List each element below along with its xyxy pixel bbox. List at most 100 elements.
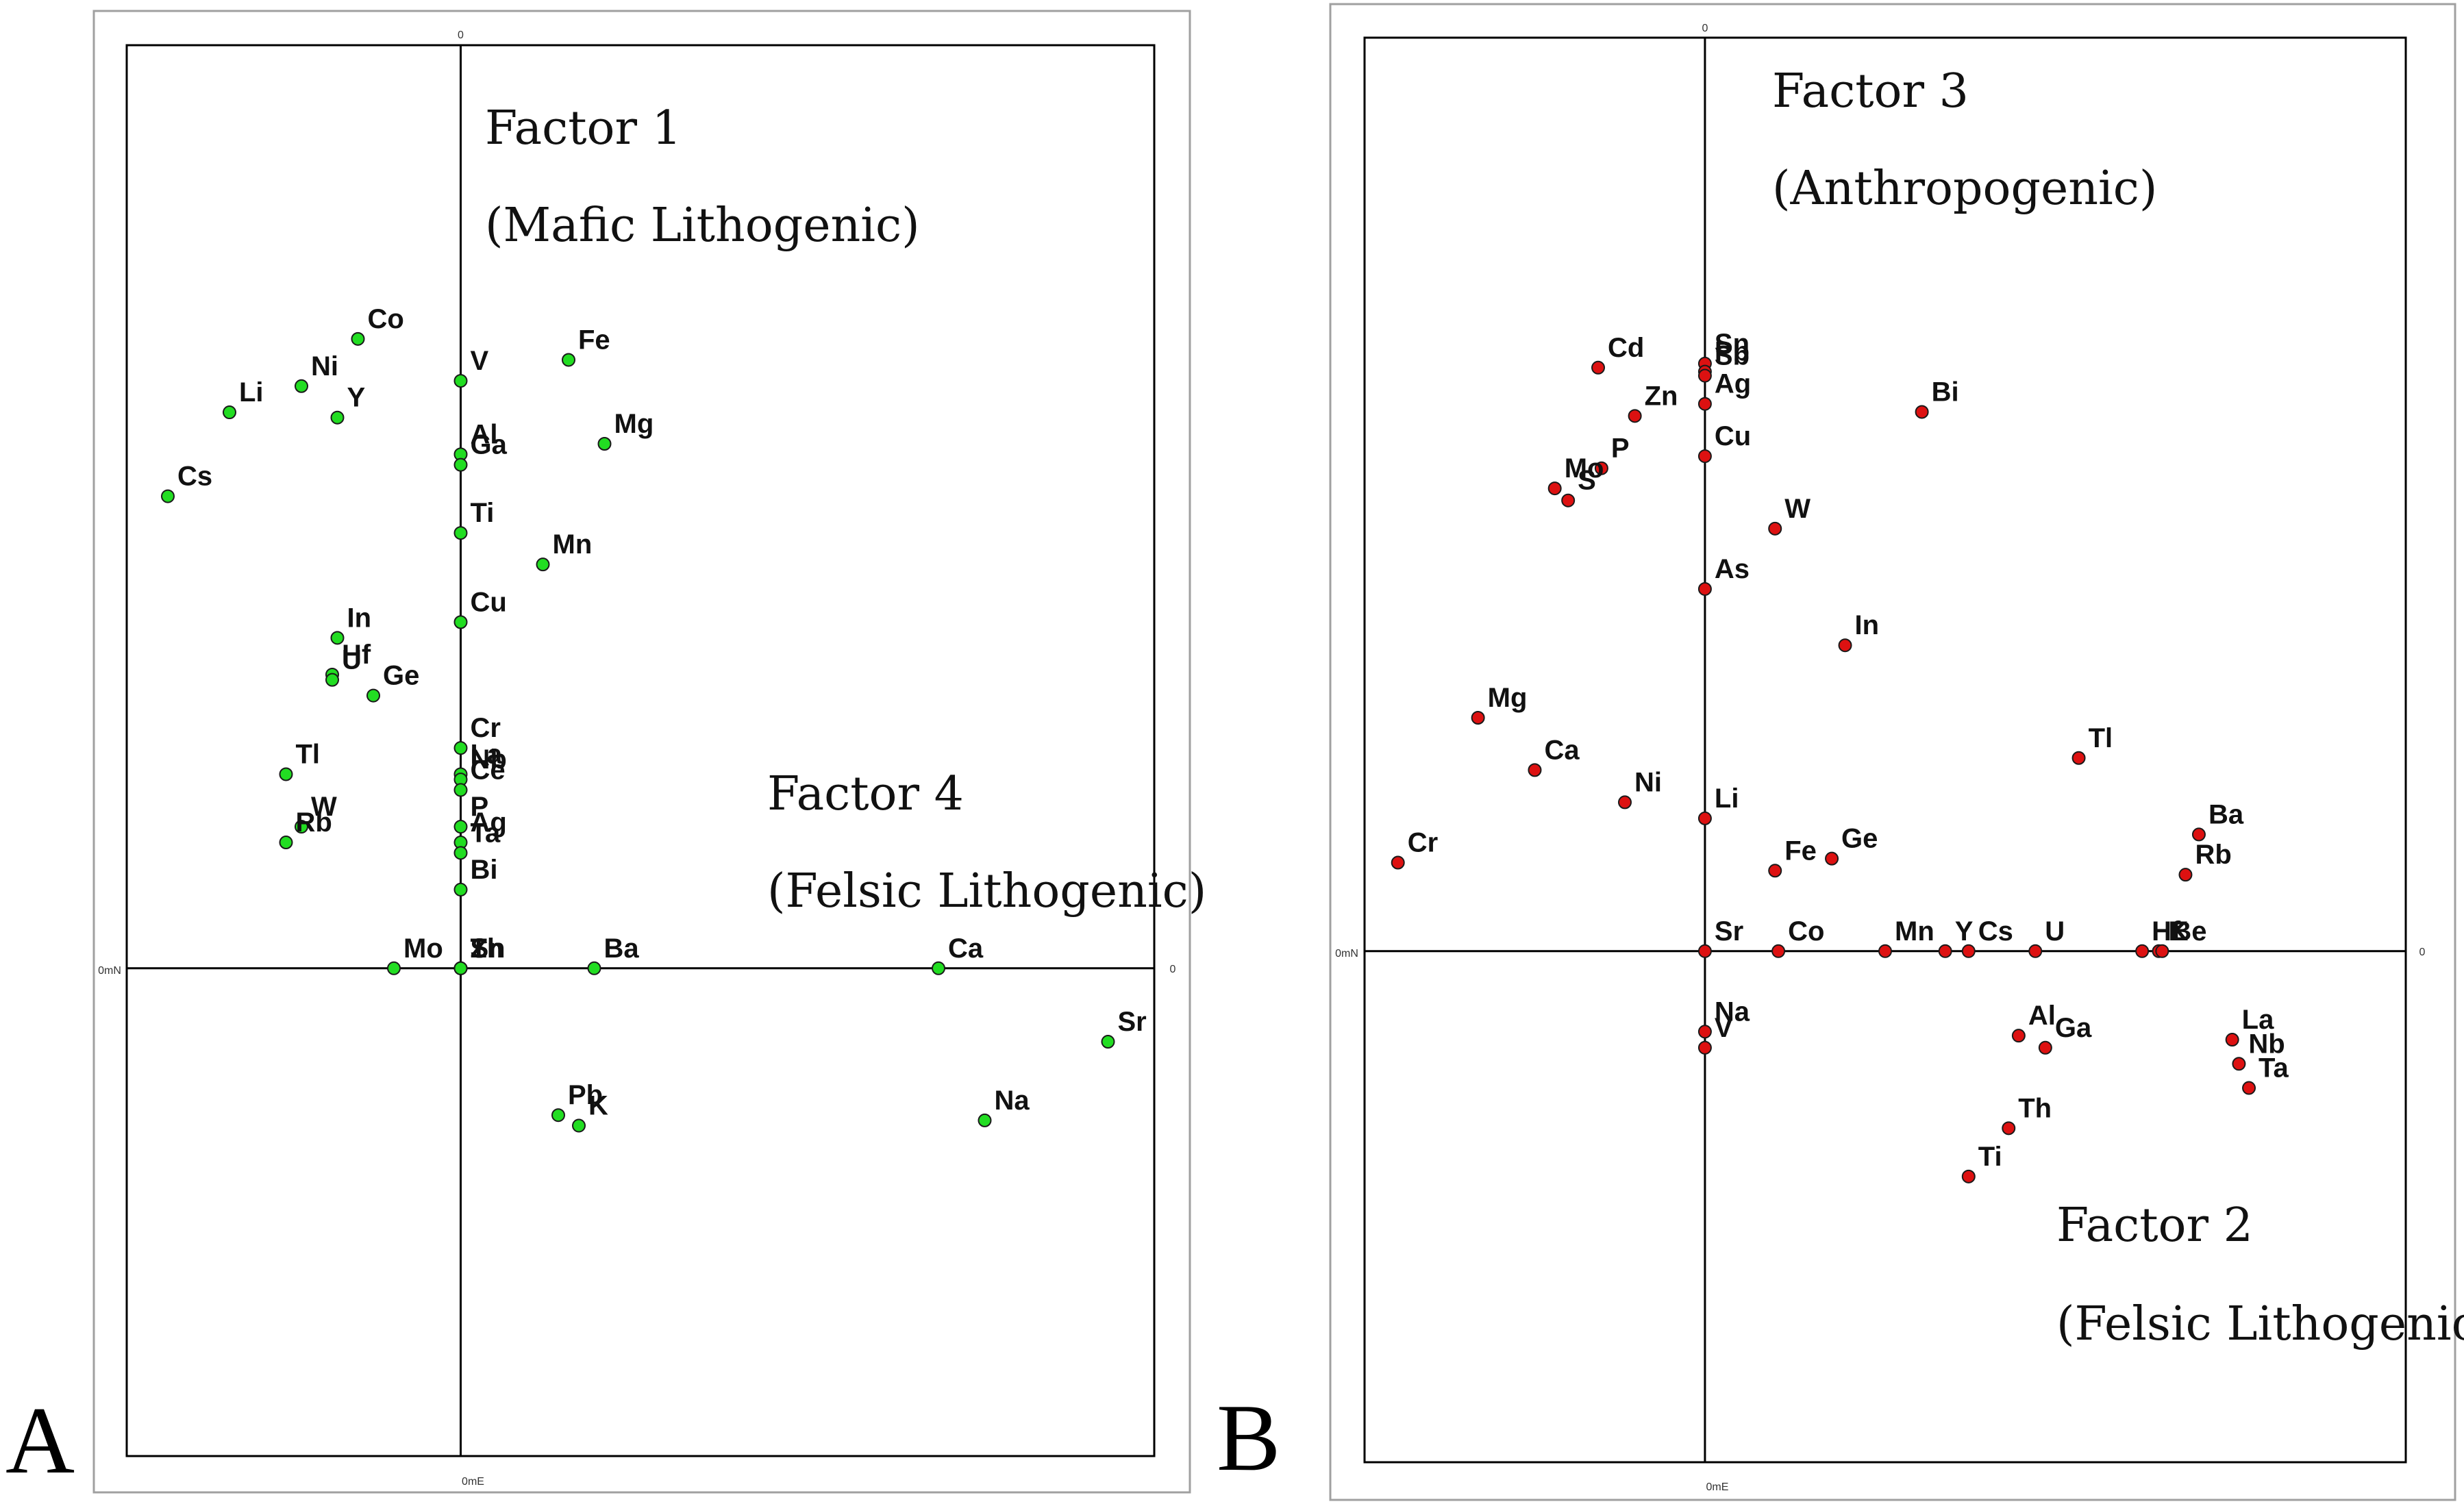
panel-a-letter: A bbox=[5, 1388, 75, 1494]
data-label-rb: Rb bbox=[2195, 840, 2231, 870]
data-point-na bbox=[978, 1113, 992, 1127]
data-label-co: Co bbox=[1788, 916, 1824, 947]
panel-a-plot-area bbox=[125, 44, 1156, 1457]
data-point-y bbox=[330, 410, 345, 425]
data-point-in bbox=[330, 631, 345, 645]
data-label-sb: Sb bbox=[1715, 341, 1750, 371]
data-point-rb bbox=[2178, 868, 2193, 882]
data-point-ni bbox=[295, 379, 308, 393]
data-point-ga bbox=[2038, 1040, 2052, 1055]
data-label-ta: Ta bbox=[471, 818, 501, 848]
data-point-co bbox=[1771, 944, 1786, 958]
data-label-li: Li bbox=[1715, 784, 1739, 814]
panel-b-factor-3-subtitle: (Anthropogenic) bbox=[1772, 162, 2157, 216]
panel-b: 0 0 0mE 0mN Factor 3 (Anthropogenic) Fac… bbox=[1217, 3, 2464, 1501]
data-point-cs bbox=[161, 489, 175, 503]
data-label-ni: Ni bbox=[1634, 767, 1662, 797]
data-point-th bbox=[2002, 1121, 2016, 1136]
data-point-tl bbox=[2071, 751, 2086, 765]
data-label-ta: Ta bbox=[2258, 1053, 2289, 1083]
data-label-th: Th bbox=[2018, 1093, 2052, 1123]
data-label-ca: Ca bbox=[948, 933, 984, 964]
data-label-y: Y bbox=[347, 383, 366, 413]
data-point-sr bbox=[1101, 1035, 1115, 1049]
data-label-mg: Mg bbox=[614, 409, 654, 439]
data-label-ba: Ba bbox=[2208, 799, 2244, 829]
data-point-co bbox=[351, 331, 365, 346]
panel-b-outer-frame bbox=[1329, 3, 2456, 1501]
data-point-mn bbox=[536, 557, 550, 572]
data-label-zn: Zn bbox=[471, 933, 504, 964]
data-label-be: Be bbox=[2171, 916, 2206, 947]
panel-b-bottom-axis-label: 0mE bbox=[1706, 1481, 1728, 1493]
data-label-mn: Mn bbox=[553, 529, 593, 560]
data-label-la: La bbox=[2242, 1005, 2274, 1035]
data-point-ga bbox=[453, 458, 468, 472]
data-point-mg bbox=[597, 437, 612, 451]
data-point-ge bbox=[1825, 851, 1839, 866]
data-point-ti bbox=[1961, 1169, 1976, 1183]
data-point-ta bbox=[2242, 1081, 2256, 1095]
data-point-v bbox=[453, 374, 468, 388]
data-point-fe bbox=[562, 353, 575, 367]
data-label-w: W bbox=[311, 792, 337, 822]
data-point-ag bbox=[1697, 397, 1712, 411]
data-label-in: In bbox=[347, 603, 372, 633]
data-label-tl: Tl bbox=[2089, 723, 2113, 753]
data-label-pb: Pb bbox=[568, 1080, 603, 1110]
panel-a-left-axis-label: 0mN bbox=[98, 965, 121, 977]
data-point-fe bbox=[1768, 864, 1782, 878]
data-point-sr bbox=[1697, 944, 1712, 958]
data-point-al bbox=[2011, 1029, 2026, 1043]
data-label-sn: Sn bbox=[471, 933, 506, 964]
panel-a-bottom-axis-label: 0mE bbox=[462, 1476, 484, 1488]
panel-b-letter: B bbox=[1217, 1385, 1280, 1491]
data-label-k: K bbox=[588, 1091, 608, 1121]
panel-b-factor-2-title: Factor 2 bbox=[2056, 1199, 2253, 1253]
panel-b-factor-3-title: Factor 3 bbox=[1772, 64, 1969, 118]
panel-b-plot-area bbox=[1363, 36, 2407, 1464]
data-label-hf: Hf bbox=[342, 640, 371, 670]
data-label-mg: Mg bbox=[1488, 683, 1528, 713]
data-point-cs bbox=[1961, 944, 1976, 958]
data-label-co: Co bbox=[368, 304, 404, 334]
data-label-sr: Sr bbox=[1715, 916, 1743, 947]
data-point-la bbox=[2225, 1033, 2239, 1047]
data-label-as: As bbox=[1715, 554, 1750, 584]
panel-a-factor-1-title: Factor 1 bbox=[485, 101, 682, 155]
data-label-ce: Ce bbox=[471, 755, 506, 785]
data-label-mn: Mn bbox=[1895, 916, 1934, 947]
data-label-mo: Mo bbox=[1565, 453, 1604, 484]
data-point-pb bbox=[551, 1108, 565, 1123]
data-point-th bbox=[453, 961, 468, 975]
data-point-s bbox=[1561, 493, 1576, 507]
data-label-in: In bbox=[1855, 610, 1880, 640]
data-point-w bbox=[295, 820, 308, 834]
data-label-th: Th bbox=[471, 933, 504, 964]
data-label-p: P bbox=[1611, 434, 1630, 464]
data-label-sr: Sr bbox=[1118, 1007, 1147, 1037]
data-label-zn: Zn bbox=[1645, 381, 1678, 411]
data-label-la: La bbox=[471, 739, 503, 769]
data-label-cd: Cd bbox=[1608, 333, 1644, 363]
data-label-mo: Mo bbox=[403, 933, 443, 964]
data-point-y bbox=[1938, 944, 1952, 958]
data-label-ge: Ge bbox=[383, 661, 419, 691]
data-point-be bbox=[2155, 944, 2169, 958]
data-label-sn: Sn bbox=[1715, 329, 1750, 359]
data-point-ni bbox=[1618, 795, 1632, 810]
data-label-li: Li bbox=[239, 377, 264, 408]
data-label-al: Al bbox=[471, 419, 498, 449]
data-label-s: S bbox=[1578, 466, 1596, 496]
data-label-ti: Ti bbox=[471, 498, 495, 528]
data-point-mo bbox=[387, 961, 401, 975]
data-point-bi bbox=[453, 882, 468, 897]
data-label-nb: Nb bbox=[471, 744, 507, 775]
data-label-na: Na bbox=[1715, 997, 1750, 1027]
data-label-cu: Cu bbox=[1715, 421, 1751, 451]
data-label-hf: Hf bbox=[2152, 916, 2181, 947]
panel-b-right-tick-label: 0 bbox=[2419, 947, 2426, 958]
data-label-cr: Cr bbox=[1408, 828, 1438, 858]
